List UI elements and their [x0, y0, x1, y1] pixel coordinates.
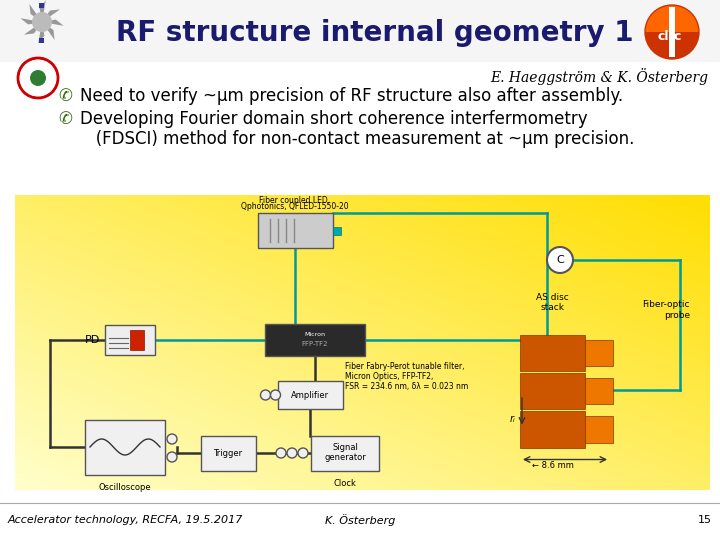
- Text: FSR = 234.6 nm, δλ = 0.023 nm: FSR = 234.6 nm, δλ = 0.023 nm: [345, 382, 468, 391]
- Polygon shape: [30, 4, 42, 22]
- Circle shape: [167, 452, 177, 462]
- Text: Micron Optics, FFP-TF2,: Micron Optics, FFP-TF2,: [345, 372, 433, 381]
- FancyBboxPatch shape: [520, 373, 585, 409]
- FancyBboxPatch shape: [585, 340, 613, 366]
- Text: Qphotonics, QFLED-1550-20: Qphotonics, QFLED-1550-20: [241, 202, 348, 211]
- Text: Oscilloscope: Oscilloscope: [99, 483, 151, 491]
- FancyBboxPatch shape: [105, 325, 155, 355]
- FancyBboxPatch shape: [520, 334, 585, 371]
- FancyBboxPatch shape: [585, 378, 613, 404]
- FancyBboxPatch shape: [39, 3, 44, 8]
- Text: generator: generator: [324, 454, 366, 462]
- Text: rᵢ: rᵢ: [509, 415, 515, 424]
- FancyBboxPatch shape: [39, 38, 44, 43]
- Text: ✆: ✆: [58, 87, 72, 105]
- Text: Developing Fourier domain short coherence interfermometry: Developing Fourier domain short coherenc…: [80, 110, 588, 128]
- Text: Fiber coupled LED,: Fiber coupled LED,: [259, 196, 330, 205]
- Text: Fiber-optic
probe: Fiber-optic probe: [642, 300, 690, 320]
- Circle shape: [287, 448, 297, 458]
- Text: ✆: ✆: [58, 110, 72, 128]
- Polygon shape: [20, 18, 42, 24]
- Text: E. Haeggström & K. Österberg: E. Haeggström & K. Österberg: [490, 68, 708, 85]
- Circle shape: [30, 70, 46, 86]
- Circle shape: [271, 390, 281, 400]
- FancyBboxPatch shape: [333, 227, 341, 235]
- FancyBboxPatch shape: [277, 381, 343, 409]
- Circle shape: [32, 12, 52, 32]
- Circle shape: [261, 390, 271, 400]
- Polygon shape: [40, 1, 46, 22]
- FancyBboxPatch shape: [200, 435, 256, 470]
- Circle shape: [298, 448, 308, 458]
- Text: Amplifier: Amplifier: [291, 390, 329, 400]
- Text: Fiber Fabry-Perot tunable filter,: Fiber Fabry-Perot tunable filter,: [345, 362, 464, 371]
- FancyBboxPatch shape: [669, 7, 675, 57]
- FancyBboxPatch shape: [265, 324, 365, 356]
- FancyBboxPatch shape: [130, 330, 144, 350]
- Polygon shape: [42, 19, 63, 26]
- Text: ← 8.6 mm: ← 8.6 mm: [531, 462, 573, 470]
- FancyBboxPatch shape: [520, 411, 585, 448]
- Polygon shape: [42, 22, 55, 40]
- FancyBboxPatch shape: [311, 435, 379, 470]
- Text: Signal: Signal: [332, 443, 358, 453]
- FancyBboxPatch shape: [258, 213, 333, 248]
- Text: AS disc
stack: AS disc stack: [536, 293, 569, 313]
- FancyBboxPatch shape: [585, 416, 613, 442]
- FancyBboxPatch shape: [85, 420, 165, 475]
- Circle shape: [276, 448, 286, 458]
- Text: cl: cl: [658, 30, 670, 44]
- Text: FFP-TF2: FFP-TF2: [302, 341, 328, 347]
- Text: (FDSCI) method for non-contact measurement at ~μm precision.: (FDSCI) method for non-contact measureme…: [80, 130, 634, 148]
- Text: c: c: [674, 30, 681, 44]
- Wedge shape: [645, 32, 699, 59]
- Wedge shape: [645, 5, 699, 32]
- Text: Accelerator technology, RECFA, 19.5.2017: Accelerator technology, RECFA, 19.5.2017: [8, 515, 243, 525]
- Text: Clock: Clock: [333, 478, 356, 488]
- Text: Need to verify ~μm precision of RF structure also after assembly.: Need to verify ~μm precision of RF struc…: [80, 87, 623, 105]
- Text: K. Österberg: K. Österberg: [325, 514, 395, 526]
- Text: Micron: Micron: [305, 333, 325, 338]
- Polygon shape: [38, 22, 45, 44]
- Text: 15: 15: [698, 515, 712, 525]
- Text: PD: PD: [85, 335, 100, 345]
- Polygon shape: [24, 22, 42, 35]
- Text: C: C: [556, 255, 564, 265]
- Circle shape: [547, 247, 573, 273]
- Text: RF structure internal geometry 1: RF structure internal geometry 1: [116, 19, 634, 47]
- FancyBboxPatch shape: [0, 0, 720, 62]
- Polygon shape: [42, 9, 60, 22]
- Text: Trigger: Trigger: [213, 449, 243, 457]
- Circle shape: [167, 434, 177, 444]
